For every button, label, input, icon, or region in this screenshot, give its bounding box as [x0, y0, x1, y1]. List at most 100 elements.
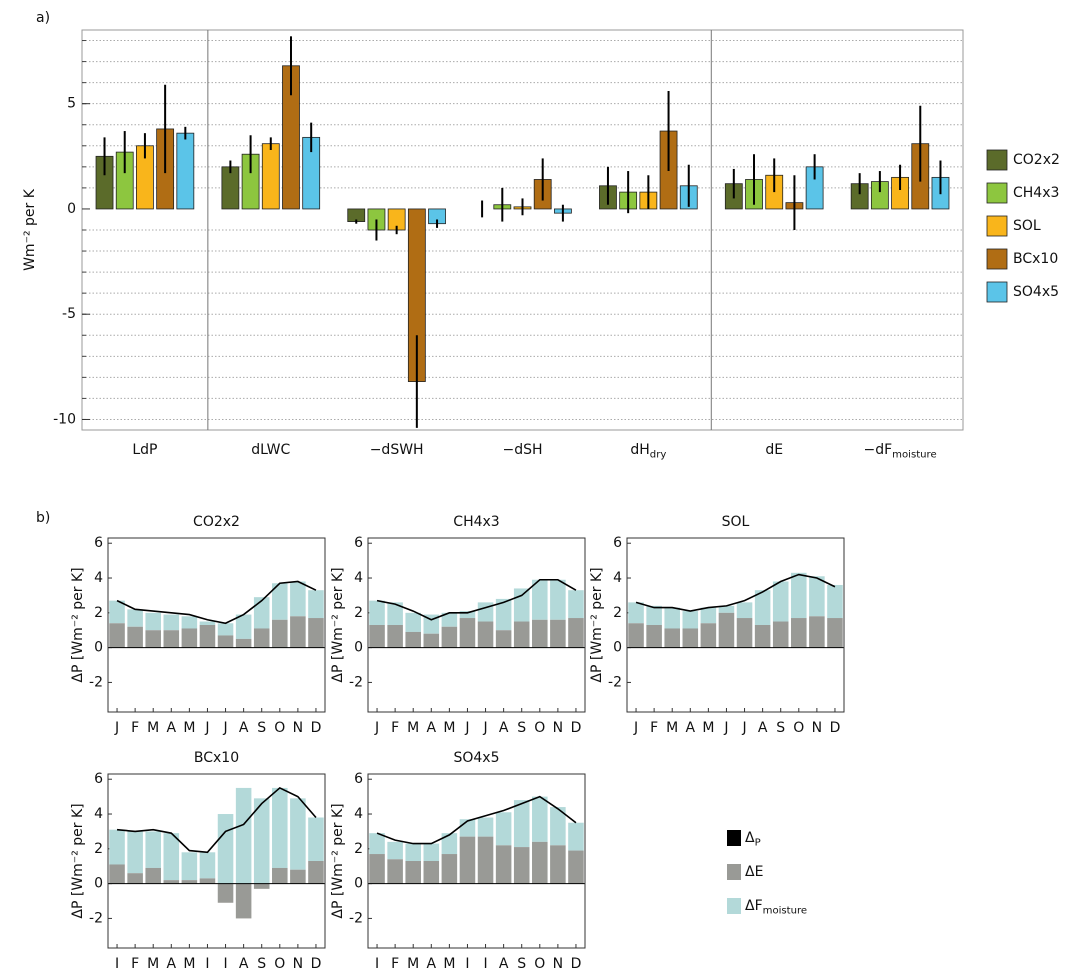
bar-moisture: [127, 831, 143, 874]
bar-moisture: [568, 590, 584, 619]
bar-moisture: [217, 814, 234, 884]
x-tick-label: M: [147, 720, 159, 736]
x-tick-label: A: [167, 720, 177, 736]
bar-evaporation: [532, 841, 548, 884]
x-tick-label: J: [741, 720, 746, 736]
bar-evaporation: [405, 631, 421, 648]
x-tick-label: N: [553, 720, 563, 736]
bar-evaporation: [477, 836, 494, 884]
bar-evaporation: [550, 845, 566, 884]
x-tick-label: N: [553, 956, 563, 968]
y-tick-label: 0: [67, 201, 76, 217]
bar-moisture: [163, 833, 180, 881]
bar-evaporation: [718, 612, 735, 648]
y-tick-label: -5: [62, 306, 76, 322]
bar-evaporation: [682, 628, 699, 648]
bar-evaporation: [199, 878, 216, 884]
bar-evaporation: [809, 616, 825, 648]
bar-moisture: [791, 572, 807, 619]
bar-evaporation: [127, 873, 143, 884]
x-tick-label: dHdry: [630, 442, 666, 461]
bar-evaporation: [700, 623, 717, 648]
x-tick-label: J: [374, 720, 379, 736]
y-tick-label: 6: [94, 771, 103, 787]
y-axis-label: ΔP [Wm⁻² per K]: [70, 567, 86, 682]
x-tick-label: A: [427, 720, 437, 736]
x-tick-label: M: [407, 956, 419, 968]
bar-evaporation: [568, 618, 584, 648]
bar-evaporation: [290, 869, 306, 884]
bar-evaporation: [754, 625, 771, 648]
x-tick-label: M: [666, 720, 678, 736]
bar-moisture: [387, 841, 403, 860]
bar-evaporation: [550, 619, 566, 648]
precip-line: [376, 795, 577, 845]
y-tick-label: 4: [354, 806, 363, 822]
x-tick-label: M: [183, 720, 195, 736]
bar-evaporation: [477, 621, 494, 648]
bar-evaporation: [423, 633, 440, 648]
legend-swatch: [727, 864, 741, 880]
bar-moisture: [772, 581, 789, 622]
panel-label: a): [36, 10, 50, 26]
bar-moisture: [145, 831, 161, 868]
x-tick-label: LdP: [132, 442, 157, 458]
panel-title: SO4x5: [453, 750, 499, 766]
bar-evaporation: [513, 847, 530, 884]
bar-evaporation: [387, 625, 403, 648]
precip-line: [116, 580, 317, 625]
bar-moisture: [290, 581, 306, 617]
x-tick-label: D: [571, 720, 582, 736]
bar-evaporation: [109, 623, 125, 648]
y-tick-label: -2: [349, 674, 363, 690]
bar-evaporation: [369, 625, 385, 648]
y-tick-label: 2: [354, 841, 363, 857]
bar-moisture: [235, 787, 252, 884]
bar-moisture: [272, 583, 288, 620]
x-tick-label: A: [686, 720, 696, 736]
bar-moisture: [664, 607, 680, 629]
bar-evaporation: [253, 883, 270, 889]
y-tick-label: 6: [613, 535, 622, 551]
x-tick-label: −dSH: [502, 442, 542, 458]
y-tick-label: 4: [94, 806, 103, 822]
bar-moisture: [199, 852, 216, 879]
x-tick-label: M: [147, 956, 159, 968]
x-tick-label: A: [167, 956, 177, 968]
panel-title: CH4x3: [453, 514, 499, 530]
precip-line: [116, 786, 317, 854]
legend-label: CO2x2: [1013, 152, 1060, 168]
bar-evaporation: [459, 618, 476, 648]
x-tick-label: J: [464, 956, 469, 968]
y-tick-label: 2: [613, 605, 622, 621]
bar-evaporation: [423, 861, 440, 884]
x-tick-label: J: [374, 956, 379, 968]
bar-evaporation: [495, 630, 512, 648]
x-tick-label: F: [131, 956, 139, 968]
legend-swatch: [986, 248, 1008, 270]
y-tick-label: -2: [89, 674, 103, 690]
bar-evaporation: [235, 883, 252, 919]
bar-moisture: [495, 812, 512, 846]
x-tick-label: M: [443, 956, 455, 968]
precip-line: [376, 578, 577, 621]
bar-moisture: [199, 621, 216, 625]
plot-frame: [107, 773, 326, 949]
y-tick-label: 0: [94, 640, 103, 656]
bar-moisture: [253, 798, 270, 884]
y-tick-label: 0: [613, 640, 622, 656]
x-tick-label: O: [274, 956, 285, 968]
y-axis-label: ΔP [Wm⁻² per K]: [70, 803, 86, 918]
x-tick-label: S: [257, 720, 266, 736]
bar-moisture: [700, 607, 717, 624]
x-tick-label: J: [464, 720, 469, 736]
x-tick-label: J: [482, 956, 487, 968]
bar-evaporation: [217, 635, 234, 648]
x-tick-label: M: [407, 720, 419, 736]
bar-moisture: [387, 602, 403, 625]
bar-evaporation: [441, 854, 458, 884]
x-tick-label: O: [274, 720, 285, 736]
bar-moisture: [827, 584, 843, 619]
y-tick-label: -2: [349, 910, 363, 926]
